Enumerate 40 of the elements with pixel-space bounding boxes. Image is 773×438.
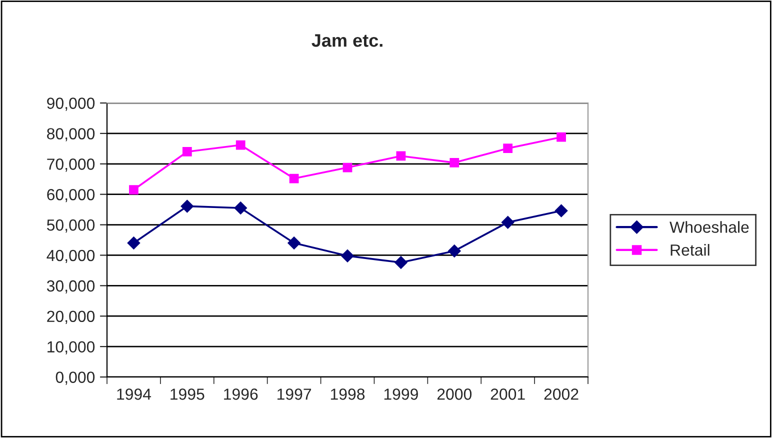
point: [554, 204, 568, 218]
point: [182, 147, 192, 156]
point: [448, 244, 461, 258]
x-tick-label: 1999: [384, 388, 418, 400]
point: [341, 249, 354, 262]
point: [503, 144, 513, 154]
y-tick-label: 60,000: [47, 188, 95, 202]
point: [396, 151, 406, 161]
point: [236, 140, 246, 150]
x-tick-label: 1998: [330, 388, 365, 400]
y-tick-label: 40,000: [46, 250, 95, 264]
point: [394, 256, 408, 269]
point: [556, 132, 566, 142]
point: [342, 162, 352, 172]
y-tick-label: 50,000: [46, 219, 95, 233]
x-tick-label: 2002: [544, 388, 578, 400]
y-tick-label: 80,000: [47, 128, 95, 142]
x-tick-label: 2001: [490, 388, 525, 400]
x-tick-label: 1995: [170, 388, 204, 400]
point: [180, 200, 194, 213]
point: [501, 216, 514, 229]
point: [288, 236, 300, 250]
y-tick-label: 70,000: [47, 158, 95, 172]
x-tick-label: 1997: [278, 388, 312, 400]
legend-label: Retail: [670, 244, 710, 256]
chart-title: Jam etc.: [312, 34, 382, 47]
y-tick-label: 20,000: [47, 310, 95, 324]
y-tick-label: 90,000: [47, 98, 95, 111]
legend-label: Whoeshale: [670, 221, 749, 233]
point: [234, 202, 248, 214]
x-tick-label: 1996: [224, 388, 258, 400]
y-tick-label: 30,000: [46, 280, 95, 294]
point: [450, 158, 460, 168]
y-tick-label: 0,000: [56, 372, 95, 385]
point: [289, 174, 299, 184]
point: [127, 236, 140, 250]
x-tick-label: 1994: [117, 388, 152, 400]
point: [129, 185, 138, 194]
x-tick-label: 2000: [437, 388, 472, 400]
y-tick-label: 10,000: [48, 341, 95, 354]
